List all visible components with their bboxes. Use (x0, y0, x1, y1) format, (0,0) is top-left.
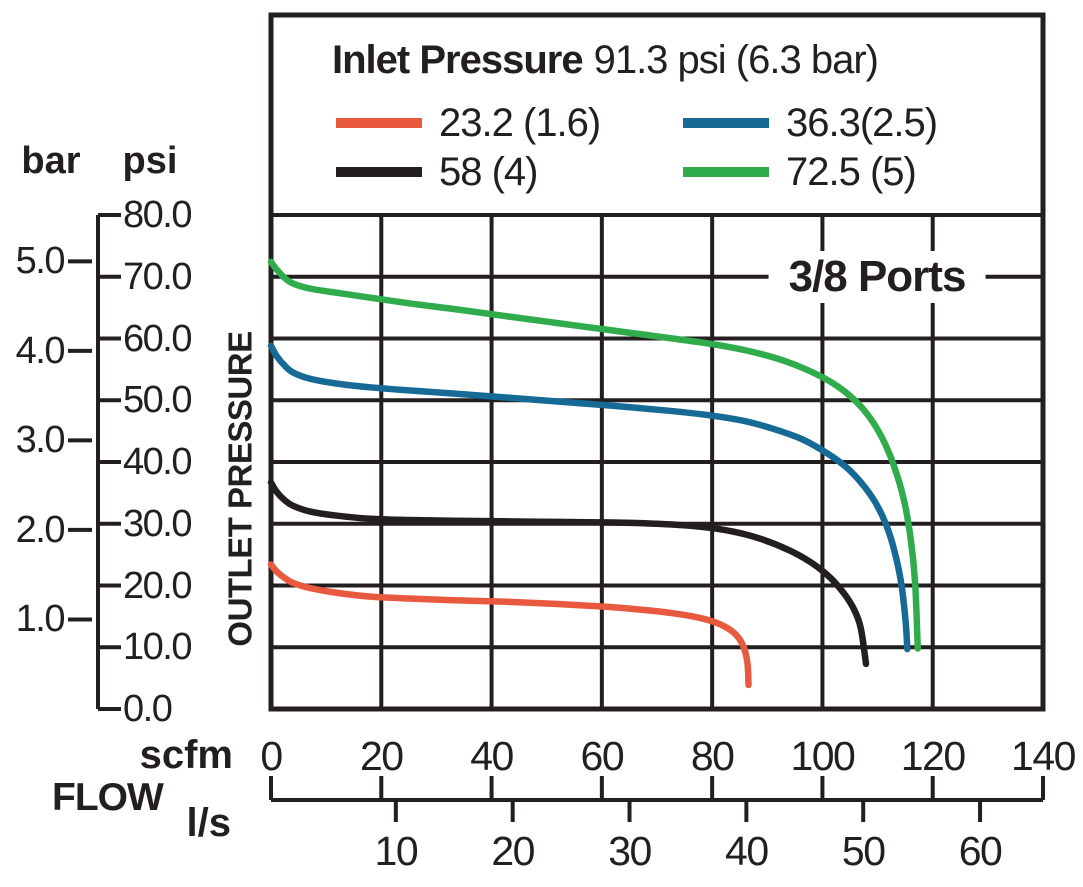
psi-tick-label: 50.0 (123, 379, 192, 422)
psi-tick-label: 30.0 (123, 502, 192, 545)
legend-title-value: 91.3 psi (6.3 bar) (593, 38, 879, 82)
ls-tick-label: 20 (491, 828, 535, 874)
legend-title-bold: Inlet Pressure (332, 38, 584, 82)
bar-tick-label: 5.0 (15, 240, 66, 283)
legend-label: 36.3(2.5) (786, 101, 938, 145)
legend-item: 72.5 (5) (683, 150, 917, 194)
legend-title: Inlet Pressure 91.3 psi (6.3 bar) (332, 38, 879, 82)
x-axis-title: FLOW (52, 776, 164, 819)
scfm-tick-label: 140 (1011, 733, 1076, 779)
scfm-tick-label: 40 (470, 733, 514, 779)
bar-tick-label: 4.0 (15, 329, 66, 372)
curve-23.2-1.6- (267, 561, 752, 689)
scfm-tick-label: 0 (260, 733, 283, 779)
bar-tick-label: 3.0 (15, 419, 66, 462)
ports-annotation: 3/8 Ports (768, 251, 986, 303)
ls-tick-label: 40 (725, 828, 769, 874)
legend-label: 72.5 (5) (786, 150, 917, 194)
chart-border (268, 12, 1046, 712)
legend-swatch-blue (683, 118, 769, 128)
legend-item: 36.3(2.5) (683, 101, 938, 145)
legend-swatch-green (683, 167, 769, 177)
ls-tick-label: 10 (374, 828, 419, 874)
psi-tick-label: 60.0 (123, 317, 192, 360)
bar-tick-label: 1.0 (15, 598, 66, 641)
scfm-tick-label: 80 (690, 733, 735, 779)
curve-36.3-2.5- (267, 342, 911, 653)
legend-swatch-orange (336, 118, 422, 128)
scfm-tick-label: 20 (359, 733, 404, 779)
bar-axis-header: bar (21, 140, 81, 182)
scfm-tick-label: 100 (790, 733, 855, 779)
psi-tick-label: 0.0 (123, 688, 173, 730)
scfm-axis-header: scfm (139, 733, 233, 777)
legend-label: 58 (4) (439, 150, 538, 194)
scfm-tick-label: 120 (900, 733, 966, 779)
curve-72.5-5- (267, 258, 922, 652)
y-axis-title: OUTLET PRESSURE (221, 331, 259, 647)
bar-tick-label: 2.0 (15, 508, 66, 551)
ls-tick-label: 30 (608, 828, 652, 874)
legend-item: 23.2 (1.6) (336, 101, 601, 145)
legend-swatch-black (336, 167, 422, 177)
psi-tick-label: 70.0 (123, 255, 192, 298)
psi-tick-label: 10.0 (123, 626, 192, 669)
scfm-tick-label: 60 (580, 733, 625, 779)
psi-tick-label: 80.0 (123, 194, 192, 236)
ls-tick-label: 50 (841, 828, 886, 874)
legend-label: 23.2 (1.6) (439, 101, 601, 145)
ls-tick-label: 60 (958, 828, 1003, 874)
ls-axis-header: l/s (186, 801, 231, 845)
psi-axis-header: psi (122, 140, 178, 182)
legend-item: 58 (4) (336, 150, 538, 194)
curve-58-4- (267, 479, 870, 668)
psi-tick-label: 20.0 (123, 564, 192, 607)
psi-tick-label: 40.0 (123, 441, 192, 483)
